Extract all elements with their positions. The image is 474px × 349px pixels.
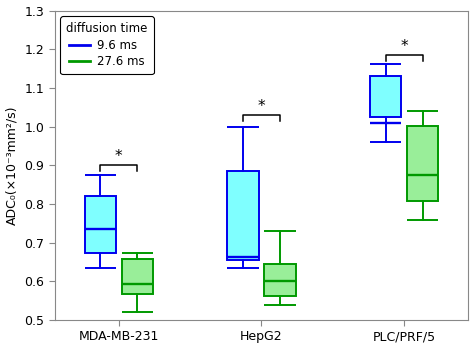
Bar <box>84 196 116 253</box>
Text: *: * <box>258 99 265 114</box>
Bar <box>227 171 259 260</box>
Text: *: * <box>401 39 408 54</box>
Bar <box>122 259 153 294</box>
Bar <box>370 76 401 117</box>
Bar <box>264 264 296 296</box>
Bar <box>407 126 438 201</box>
Text: *: * <box>115 149 123 164</box>
Y-axis label: ADC₀(×10⁻³mm²/s): ADC₀(×10⁻³mm²/s) <box>6 105 18 225</box>
Legend: 9.6 ms, 27.6 ms: 9.6 ms, 27.6 ms <box>60 16 154 74</box>
